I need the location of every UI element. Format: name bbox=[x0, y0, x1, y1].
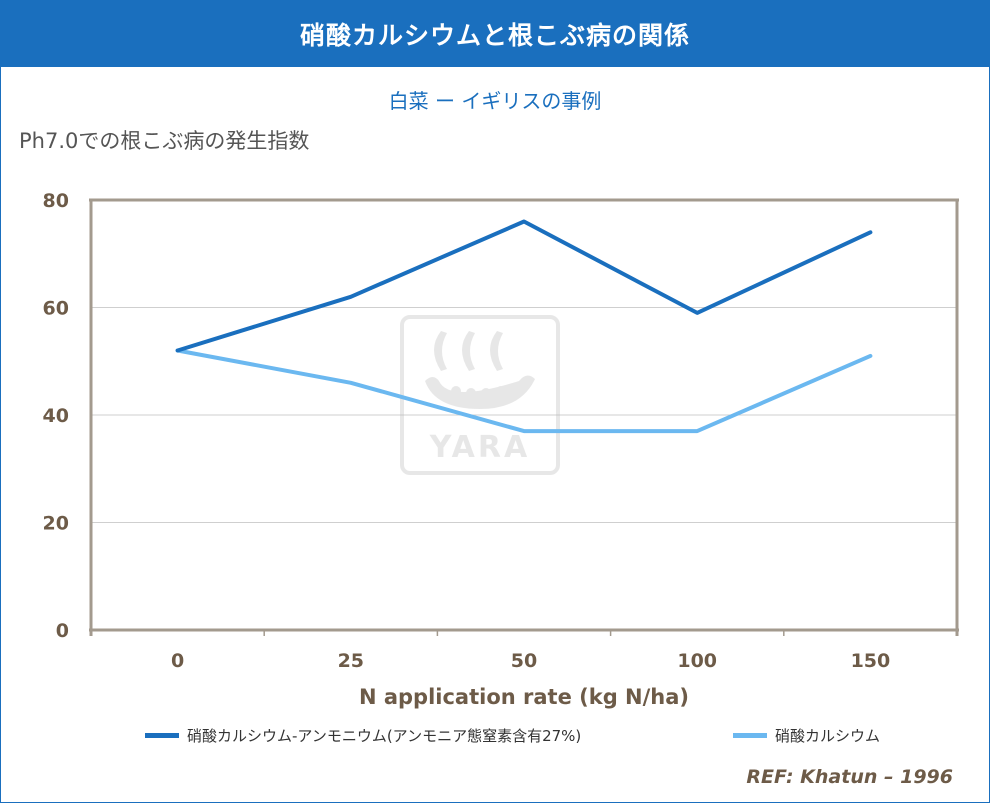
x-tick-label-100: 100 bbox=[677, 650, 717, 672]
y-axis-label: Ph7.0での根こぶ病の発生指数 bbox=[19, 129, 310, 153]
legend-item-series-2: 硝酸カルシウム bbox=[733, 725, 880, 746]
series-line-2 bbox=[175, 348, 873, 434]
x-tick-label-25: 25 bbox=[338, 650, 364, 672]
chart-subtitle: 白菜 ー イギリスの事例 bbox=[388, 89, 602, 113]
legend-item-series-1: 硝酸カルシウム-アンモニウム(アンモニア態窒素含有27%) bbox=[145, 725, 581, 746]
yara-watermark: YARA bbox=[400, 315, 560, 475]
x-tick-labels: 0 25 50 100 150 bbox=[171, 650, 890, 672]
y-tick-label-80: 80 bbox=[43, 190, 69, 212]
x-tick-label-0: 0 bbox=[171, 650, 184, 672]
x-tick-label-150: 150 bbox=[851, 650, 891, 672]
y-tick-label-0: 0 bbox=[56, 620, 69, 642]
x-axis-label: N application rate (kg N/ha) bbox=[358, 685, 690, 709]
legend-label-series-1: 硝酸カルシウム-アンモニウム(アンモニア態窒素含有27%) bbox=[187, 727, 582, 745]
reference-note: REF: Khatun – 1996 bbox=[746, 766, 953, 788]
watermark-frame bbox=[400, 315, 560, 475]
axes bbox=[89, 198, 959, 636]
series-lines bbox=[175, 219, 873, 434]
y-tick-label-20: 20 bbox=[43, 513, 69, 535]
page-title: 硝酸カルシウムと根こぶ病の関係 bbox=[1, 1, 989, 67]
legend-label-series-2: 硝酸カルシウム bbox=[775, 727, 881, 745]
x-tick-label-50: 50 bbox=[511, 650, 537, 672]
y-tick-label-60: 60 bbox=[43, 298, 69, 320]
viking-ship-icon bbox=[425, 331, 535, 409]
series-line-1 bbox=[175, 219, 873, 353]
legend-swatch-series-1 bbox=[145, 733, 179, 738]
legend: 硝酸カルシウム-アンモニウム(アンモニア態窒素含有27%) 硝酸カルシウム bbox=[1, 725, 989, 749]
line-chart: YARA 0 20 40 60 80 0 25 50 100 150 bbox=[43, 190, 959, 672]
y-tick-labels: 0 20 40 60 80 bbox=[43, 190, 69, 642]
y-tick-label-40: 40 bbox=[43, 405, 69, 427]
legend-swatch-series-2 bbox=[733, 733, 767, 738]
watermark-text: YARA bbox=[429, 430, 530, 465]
